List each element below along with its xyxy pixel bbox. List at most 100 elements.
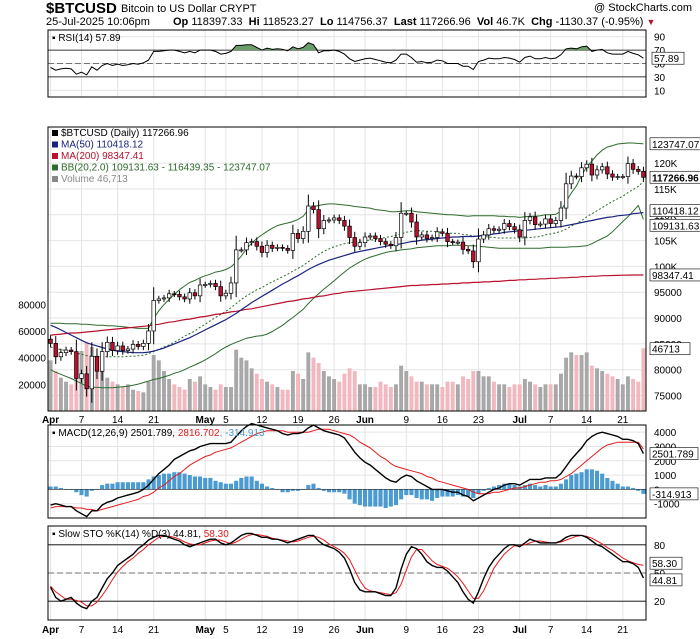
candle-body xyxy=(383,241,388,245)
date-axis-label: 19 xyxy=(292,415,304,426)
macd-histogram-bar xyxy=(265,486,270,490)
volume-bar xyxy=(321,371,326,411)
volume-bar xyxy=(558,373,563,411)
macd-histogram-bar xyxy=(285,489,290,493)
macd-histogram-bar xyxy=(89,489,94,491)
candle-body xyxy=(563,183,569,209)
candle-body xyxy=(440,231,445,234)
volume-bar xyxy=(120,387,125,411)
candle-body xyxy=(347,225,352,238)
volume-bar xyxy=(636,381,641,411)
candle-body xyxy=(290,233,296,251)
candle-body xyxy=(419,234,424,238)
volume-bar xyxy=(466,379,471,411)
macd-histogram-bar xyxy=(460,489,466,497)
macd-histogram-bar xyxy=(641,489,646,494)
price-tag-label: 109131.63 xyxy=(652,221,700,232)
macd-histogram-bar xyxy=(388,489,393,507)
macd-histogram-bar xyxy=(151,476,156,490)
price-tag-label: 123747.07 xyxy=(652,140,700,151)
candle-body xyxy=(223,292,229,297)
axis-tick-label: 2000 xyxy=(654,457,677,468)
volume-bar xyxy=(213,389,218,411)
candle-body xyxy=(192,292,198,297)
axis-tick-label: 95000 xyxy=(654,288,682,299)
volume-bar xyxy=(548,384,553,411)
candle-body xyxy=(630,163,636,170)
volume-bar xyxy=(399,365,404,411)
date-axis-label: 16 xyxy=(437,625,449,636)
macd-histogram-bar xyxy=(409,489,414,496)
macd-histogram-bar xyxy=(538,486,543,490)
volume-bar xyxy=(229,387,233,411)
rsi-title: ▪ RSI(14) 57.89 xyxy=(52,33,121,44)
candle-body xyxy=(326,219,332,222)
macd-histogram-bar xyxy=(512,485,517,490)
macd-histogram-bar xyxy=(105,483,110,490)
date-axis-label: 14 xyxy=(581,625,593,636)
candle-body xyxy=(182,296,187,300)
volume-bar xyxy=(584,352,589,411)
price-tag xyxy=(649,204,700,217)
candle-body xyxy=(218,286,223,297)
sto-value-label: 44.81 xyxy=(652,576,677,587)
macd-histogram-bar xyxy=(208,477,213,490)
macd-histogram-bar xyxy=(311,483,316,490)
legend-swatch xyxy=(52,164,58,171)
axis-tick-label: 20 xyxy=(654,597,666,608)
rsi-panel xyxy=(47,29,647,98)
volume-bar xyxy=(95,357,99,411)
volume-bar xyxy=(208,387,213,411)
sto-k-line xyxy=(49,532,645,610)
candle-body xyxy=(574,175,579,178)
volume-bar xyxy=(507,387,512,411)
macd-histogram-bar xyxy=(337,489,342,493)
macd-histogram-bar xyxy=(192,476,197,490)
legend-swatch xyxy=(52,153,58,159)
volume-bar xyxy=(445,381,450,411)
axis-tick-label: 70 xyxy=(654,46,666,57)
macd-histogram-bar xyxy=(522,485,527,490)
date-axis-label: 5 xyxy=(223,415,229,426)
date-axis-label: Jul xyxy=(512,625,527,636)
open-value: 118397.33 xyxy=(191,16,243,28)
volume-bar xyxy=(53,371,58,411)
volume-bar xyxy=(203,384,208,411)
macd-histogram-bar xyxy=(450,489,455,497)
sto-value-label: 58.30 xyxy=(652,559,677,570)
volume-bar xyxy=(610,376,615,411)
price-tag xyxy=(649,170,700,184)
macd-histogram-bar xyxy=(419,489,424,500)
macd-histogram-bar xyxy=(347,489,352,500)
date-axis-label: 7 xyxy=(548,415,554,426)
candle-body xyxy=(548,218,553,224)
macd-histogram-bar xyxy=(161,473,167,490)
candle-body xyxy=(331,217,337,221)
candle-body xyxy=(543,218,548,225)
candle-body xyxy=(594,169,600,176)
volume-bar xyxy=(162,371,166,411)
candle-body xyxy=(259,245,265,253)
macd-histogram-bar xyxy=(491,486,496,490)
candle-body xyxy=(641,171,646,178)
date-axis-label: 14 xyxy=(112,625,124,636)
macd-histogram-bar xyxy=(84,489,89,497)
date-axis-label: 21 xyxy=(617,415,629,426)
price-tag xyxy=(649,268,700,282)
macd-histogram-bar xyxy=(414,489,419,498)
volume-bar xyxy=(254,373,259,411)
volume-bar xyxy=(64,381,69,411)
macd-histogram-bar xyxy=(352,489,357,504)
macd-histogram-bar xyxy=(125,482,130,490)
volume-bar xyxy=(435,384,440,411)
date-axis-label: 12 xyxy=(256,625,268,636)
date-axis-label: Jun xyxy=(356,415,374,426)
macd-histogram-bar xyxy=(110,483,115,490)
axis-tick-label: 90000 xyxy=(654,314,682,325)
volume-bar xyxy=(182,389,187,411)
macd-histogram-bar xyxy=(399,489,404,500)
sto-value-tag xyxy=(649,556,683,570)
candle-body xyxy=(615,176,620,178)
volume-bar xyxy=(136,391,141,411)
candle-body xyxy=(301,230,306,239)
